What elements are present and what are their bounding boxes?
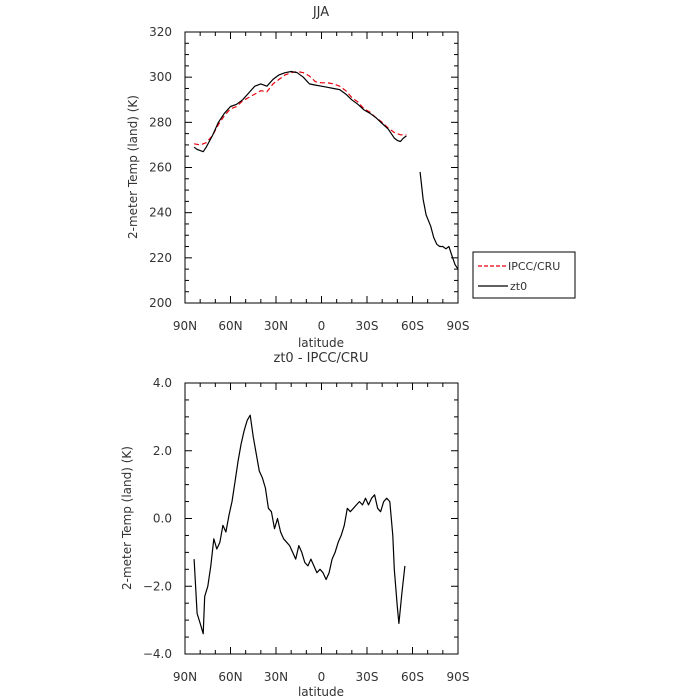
bottom-panel-xlabel: latitude bbox=[298, 685, 344, 699]
top-panel-frame bbox=[184, 31, 459, 304]
legend: IPCC/CRU zt0 bbox=[472, 251, 576, 299]
legend-label-ipcc: IPCC/CRU bbox=[508, 260, 560, 273]
x-tick-label: 60S bbox=[401, 670, 424, 684]
y-tick-label: 320 bbox=[149, 25, 172, 39]
bottom-panel-lines bbox=[193, 414, 406, 635]
legend-box bbox=[472, 251, 576, 299]
top-panel-ticks: 90N 60N 30N 0 30S 60S 90S 200 220 240 260 280 300 320 bbox=[149, 25, 469, 333]
bottom-panel-title: zt0 - IPCC/CRU bbox=[274, 351, 369, 366]
y-tick-label: −4.0 bbox=[143, 647, 172, 661]
zt0-line bbox=[193, 70, 407, 153]
x-tick-label: 60N bbox=[218, 670, 242, 684]
x-tick-label: 90S bbox=[447, 319, 470, 333]
y-tick-label: 220 bbox=[149, 251, 172, 265]
difference-line bbox=[193, 414, 406, 635]
x-tick-label: 60N bbox=[218, 319, 242, 333]
x-tick-label: 90S bbox=[447, 670, 470, 684]
top-panel-ylabel: 2-meter Temp (land) (K) bbox=[126, 95, 140, 239]
x-tick-label: 0 bbox=[318, 670, 326, 684]
x-tick-label: 30S bbox=[356, 319, 379, 333]
top-panel: JJA 90N 60N 30N 0 30S 60S 90S 200 220 240 260 280 30… bbox=[126, 5, 576, 350]
x-tick-label: 90N bbox=[173, 319, 197, 333]
x-tick-label: 30N bbox=[264, 319, 288, 333]
ipcc-cru-line bbox=[193, 70, 407, 146]
zt0-line-segment bbox=[419, 171, 459, 270]
x-tick-label: 30N bbox=[264, 670, 288, 684]
top-panel-lines bbox=[193, 70, 459, 270]
y-tick-label: 0.0 bbox=[153, 512, 172, 526]
top-panel-xlabel: latitude bbox=[298, 336, 344, 350]
top-panel-title: JJA bbox=[312, 5, 329, 20]
y-tick-label: −2.0 bbox=[143, 579, 172, 593]
bottom-panel-ticks: 90N 60N 30N 0 30S 60S 90S −4.0 −2.0 0.0 2.0 4.0 bbox=[143, 376, 470, 684]
y-tick-label: 280 bbox=[149, 115, 172, 129]
bottom-panel-frame bbox=[184, 382, 459, 655]
y-tick-label: 4.0 bbox=[153, 376, 172, 390]
y-tick-label: 200 bbox=[149, 296, 172, 310]
y-tick-label: 2.0 bbox=[153, 444, 172, 458]
bottom-panel: zt0 - IPCC/CRU 90N 60N 30N 0 30S 60S 90S −4.0 −2… bbox=[120, 351, 469, 699]
x-tick-label: 60S bbox=[401, 319, 424, 333]
x-tick-label: 0 bbox=[318, 319, 326, 333]
x-tick-label: 90N bbox=[173, 670, 197, 684]
y-tick-label: 240 bbox=[149, 206, 172, 220]
y-tick-label: 300 bbox=[149, 70, 172, 84]
bottom-panel-ylabel: 2-meter Temp (land) (K) bbox=[120, 446, 134, 590]
legend-label-zt0: zt0 bbox=[510, 280, 527, 293]
y-tick-label: 260 bbox=[149, 161, 172, 175]
x-tick-label: 30S bbox=[356, 670, 379, 684]
